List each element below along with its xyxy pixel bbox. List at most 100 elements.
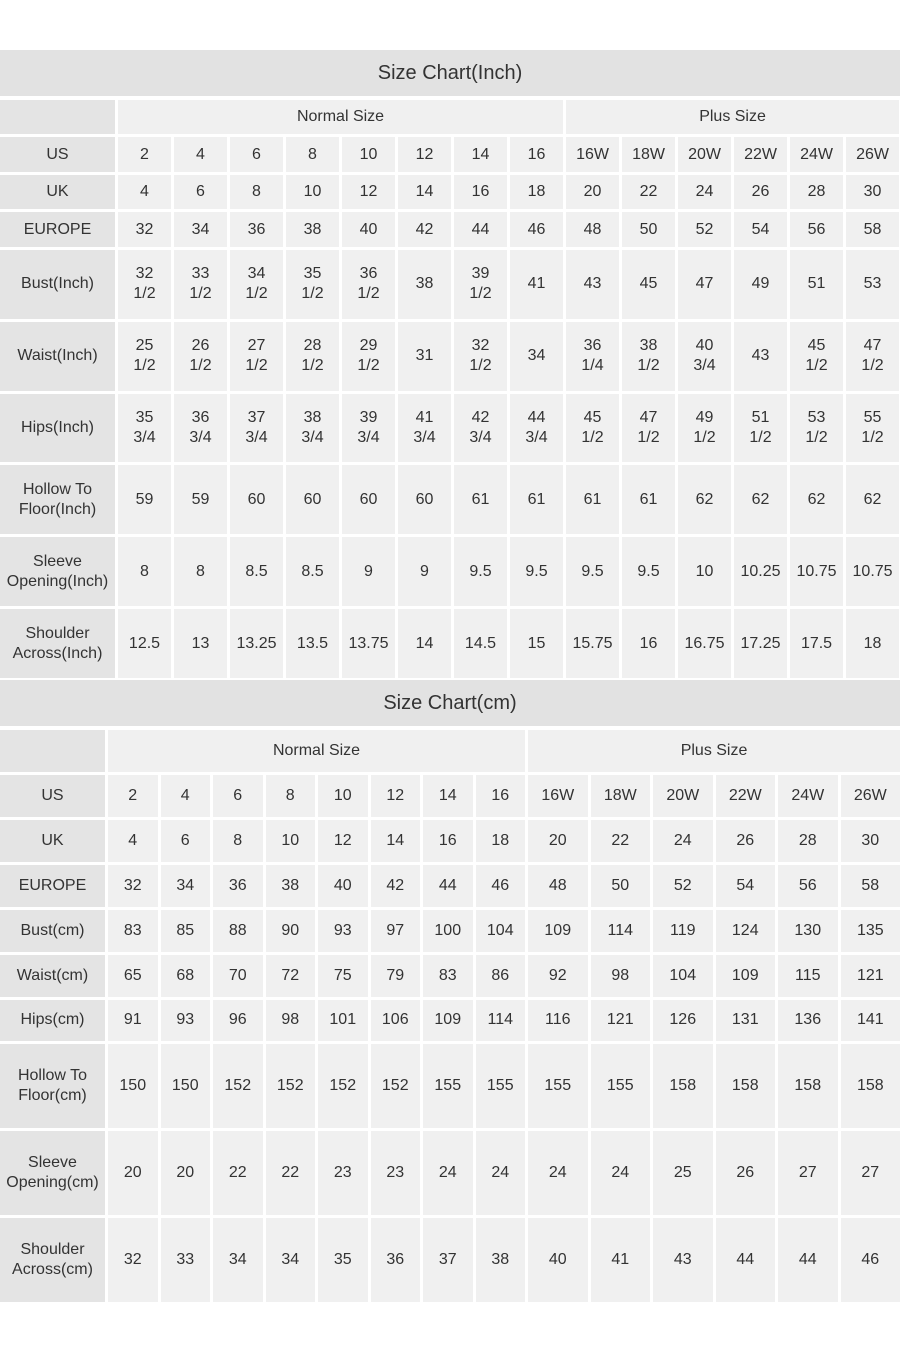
cell-value: 36 <box>386 1251 405 1269</box>
size-cell: 97 <box>370 909 420 952</box>
size-cell: 58 <box>840 864 900 907</box>
cell-value: 27 1/2 <box>245 337 268 375</box>
size-cell: 68 <box>160 954 210 997</box>
size-cell: 114 <box>475 999 526 1042</box>
size-cell: 22W <box>715 774 776 817</box>
cell-value: 104 <box>486 921 514 939</box>
size-cell: 61 <box>566 465 620 535</box>
cell-value: 20W <box>666 786 700 804</box>
cell-value: 10 <box>695 562 714 580</box>
size-cell: 30 <box>840 819 900 862</box>
cell-value: 12 <box>359 183 378 201</box>
cell-value: 53 1/2 <box>805 408 828 446</box>
cell-value: 16 <box>471 183 490 201</box>
size-cell: 35 3/4 <box>118 393 171 463</box>
size-cell: 91 <box>108 999 158 1042</box>
cell-value: 54 <box>751 220 770 238</box>
table-row: UK 4 6 8 10 12 14 16 18 20 22 24 26 28 30 <box>0 819 900 862</box>
size-cell: 36 <box>370 1218 420 1302</box>
cell-value: 34 <box>176 876 195 894</box>
size-cell: 13.75 <box>342 609 395 678</box>
size-cell: 40 <box>318 864 368 907</box>
size-cell: 38 3/4 <box>286 393 339 463</box>
size-cell: 28 <box>790 174 844 210</box>
cell-value: 40 <box>548 1251 567 1269</box>
cell-value: 24 <box>438 1164 457 1182</box>
size-cell: 23 <box>370 1131 420 1216</box>
size-cell: 72 <box>265 954 315 997</box>
size-cell: 32 <box>108 1218 158 1302</box>
table-row: Hollow To Floor(cm) 150 150 152 152 152 152 155… <box>0 1044 900 1129</box>
row-label: Hips(Inch) <box>0 393 115 463</box>
cell-value: 8 <box>196 562 205 580</box>
size-cell: 62 <box>846 465 900 535</box>
cell-value: 16 <box>527 145 546 163</box>
cell-value: 121 <box>856 966 884 984</box>
cell-value: 47 1/2 <box>861 337 884 375</box>
size-cell: 36 <box>230 212 283 247</box>
cell-value: 35 1/2 <box>301 265 324 303</box>
size-cell: 22 <box>213 1131 263 1216</box>
size-cell: 12.5 <box>118 609 171 678</box>
size-cell: 116 <box>528 999 588 1042</box>
cell-value: 16 <box>438 831 457 849</box>
size-cell: 16 <box>510 137 564 172</box>
size-cell: 46 <box>840 1218 900 1302</box>
size-cell: 45 1/2 <box>790 321 844 391</box>
table-row: EUROPE 32 34 36 38 40 42 44 46 48 50 52 54 56 58 <box>0 864 900 907</box>
size-cell: 158 <box>840 1044 900 1129</box>
table-row: Hips(Inch) 35 3/4 36 3/4 37 3/4 38 3/4 39 3/4… <box>0 393 900 463</box>
cell-value: 8 <box>252 183 261 201</box>
size-cell: 18 <box>846 609 900 678</box>
cell-value: 42 <box>415 220 434 238</box>
size-cell: 51 1/2 <box>734 393 788 463</box>
cell-value: 41 <box>527 275 546 293</box>
size-cell: 20 <box>528 819 588 862</box>
cm-size-table: Normal Size Plus Size US 2 4 6 8 10 12 14 16 16W 18W… <box>0 727 900 1305</box>
row-label: Waist(cm) <box>0 954 105 997</box>
cell-value: 119 <box>670 921 696 939</box>
size-cell: 85 <box>160 909 210 952</box>
group-header-row: Normal Size Plus Size <box>0 730 900 772</box>
size-cell: 28 1/2 <box>286 321 339 391</box>
cell-value: 2 <box>128 786 138 804</box>
size-cell: 8 <box>230 174 283 210</box>
size-cell: 41 3/4 <box>398 393 451 463</box>
cell-value: 24 <box>491 1164 510 1182</box>
size-cell: 13.25 <box>230 609 283 678</box>
size-cell: 48 <box>528 864 588 907</box>
size-cell: 16 <box>475 774 526 817</box>
cell-value: 34 <box>191 220 210 238</box>
table-row: US 2 4 6 8 10 12 14 16 16W 18W 20W 22W 24W 26W <box>0 137 900 172</box>
size-cell: 40 <box>528 1218 588 1302</box>
cell-value: 33 <box>176 1251 195 1269</box>
inch-chart-title: Size Chart(Inch) <box>0 50 900 96</box>
cell-value: 61 <box>639 490 658 508</box>
size-cell: 38 <box>265 864 315 907</box>
size-cell: 16.75 <box>678 609 732 678</box>
row-label: Waist(Inch) <box>0 321 115 391</box>
size-cell: 34 <box>213 1218 263 1302</box>
cell-value: 121 <box>606 1011 634 1029</box>
size-cell: 62 <box>734 465 788 535</box>
size-cell: 39 1/2 <box>454 249 507 319</box>
cell-value: 34 1/2 <box>245 265 268 303</box>
size-cell: 83 <box>108 909 158 952</box>
cm-chart-title: Size Chart(cm) <box>0 680 900 726</box>
cell-value: 29 1/2 <box>357 337 380 375</box>
cell-value: 51 <box>807 275 826 293</box>
cell-value: 28 <box>807 183 826 201</box>
size-cell: 24W <box>778 774 838 817</box>
cell-value: 65 <box>123 966 142 984</box>
cell-value: 27 <box>798 1164 817 1182</box>
cell-value: 22W <box>728 786 762 804</box>
cell-value: 114 <box>487 1011 514 1029</box>
size-cell: 9 <box>342 537 395 607</box>
size-cell: 34 1/2 <box>230 249 283 319</box>
cell-value: 72 <box>281 966 300 984</box>
size-cell: 100 <box>423 909 473 952</box>
size-cell: 121 <box>590 999 651 1042</box>
size-cell: 16 <box>423 819 473 862</box>
corner-cell <box>0 100 115 135</box>
cell-value: 40 <box>359 220 378 238</box>
